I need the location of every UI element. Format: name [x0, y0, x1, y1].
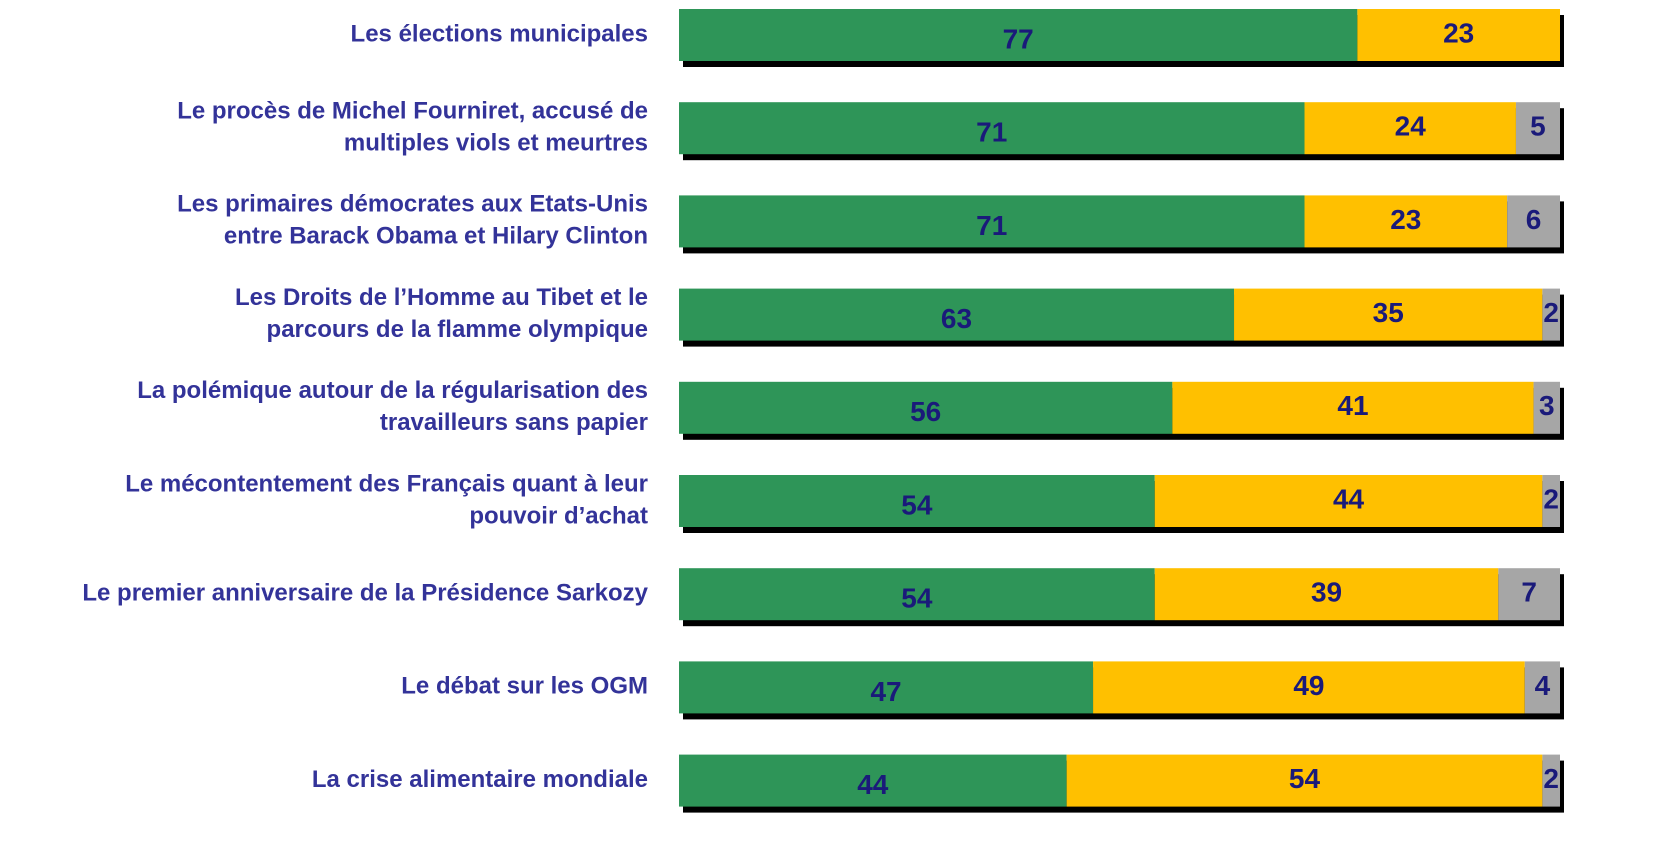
category-label: pouvoir d’achat: [469, 502, 648, 529]
value-label: 63: [941, 303, 972, 334]
value-label: 5: [1530, 111, 1546, 142]
bar-segment: [679, 381, 1173, 434]
bar-segment: [1172, 381, 1534, 434]
bar-segment: [1524, 661, 1560, 714]
bar-segment: [1357, 9, 1560, 61]
bar-segment: [679, 754, 1067, 807]
value-label: 54: [1289, 763, 1321, 794]
category-label: Les Droits de l’Homme au Tibet et le: [235, 284, 648, 311]
category-label: Le mécontentement des Français quant à l…: [125, 470, 648, 497]
category-label: La crise alimentaire mondiale: [312, 766, 648, 793]
bar-segment: [679, 102, 1305, 155]
category-label: Les élections municipales: [351, 20, 648, 47]
bar-segment: [679, 9, 1358, 61]
value-label: 49: [1293, 670, 1324, 701]
value-label: 56: [910, 396, 941, 427]
value-label: 39: [1311, 577, 1342, 608]
value-label: 71: [976, 210, 1007, 241]
bar-segment: [679, 661, 1094, 714]
value-label: 24: [1395, 111, 1427, 142]
category-label: multiples viols et meurtres: [344, 130, 648, 157]
value-label: 4: [1535, 670, 1551, 701]
category-label: parcours de la flamme olympique: [267, 316, 648, 343]
bar-segment: [1304, 102, 1516, 155]
value-label: 6: [1526, 204, 1542, 235]
category-label: entre Barack Obama et Hilary Clinton: [224, 223, 648, 250]
category-label: Le procès de Michel Fourniret, accusé de: [177, 98, 648, 125]
value-label: 2: [1543, 763, 1559, 794]
category-label: Le débat sur les OGM: [401, 673, 648, 700]
category-label: La polémique autour de la régularisation…: [137, 377, 648, 404]
value-label: 2: [1543, 297, 1559, 328]
bar-segment: [1533, 381, 1560, 434]
bar-segment: [1542, 754, 1560, 807]
value-label: 54: [901, 489, 933, 520]
bar-segment: [679, 568, 1155, 621]
category-label: Les primaires démocrates aux Etats-Unis: [177, 191, 648, 218]
bar-segment: [1507, 195, 1560, 248]
bar-segment: [1234, 288, 1543, 341]
category-label: travailleurs sans papier: [380, 409, 648, 436]
value-label: 47: [870, 676, 901, 707]
bar-segment: [1498, 568, 1560, 621]
value-label: 41: [1337, 390, 1368, 421]
value-label: 2: [1543, 483, 1559, 514]
category-label: Le premier anniversaire de la Présidence…: [82, 580, 648, 607]
bar-segment: [679, 195, 1305, 248]
bar-segment: [1066, 754, 1543, 807]
bar-segment: [1542, 288, 1560, 341]
value-label: 23: [1443, 17, 1474, 48]
value-label: 54: [901, 583, 933, 614]
bar-segment: [679, 288, 1235, 341]
value-label: 44: [857, 769, 889, 800]
bar-segment: [1515, 102, 1560, 155]
value-label: 35: [1373, 297, 1404, 328]
bar-segment: [1093, 661, 1525, 714]
bar-segment: [679, 475, 1155, 527]
bar-segment: [1154, 568, 1499, 621]
value-label: 71: [976, 117, 1007, 148]
value-label: 44: [1333, 483, 1365, 514]
value-label: 77: [1003, 23, 1034, 54]
value-label: 7: [1521, 577, 1537, 608]
bar-segment: [1542, 475, 1560, 527]
value-label: 23: [1390, 204, 1421, 235]
bar-segment: [1154, 475, 1543, 527]
bar-segment: [1304, 195, 1508, 248]
value-label: 3: [1539, 390, 1555, 421]
